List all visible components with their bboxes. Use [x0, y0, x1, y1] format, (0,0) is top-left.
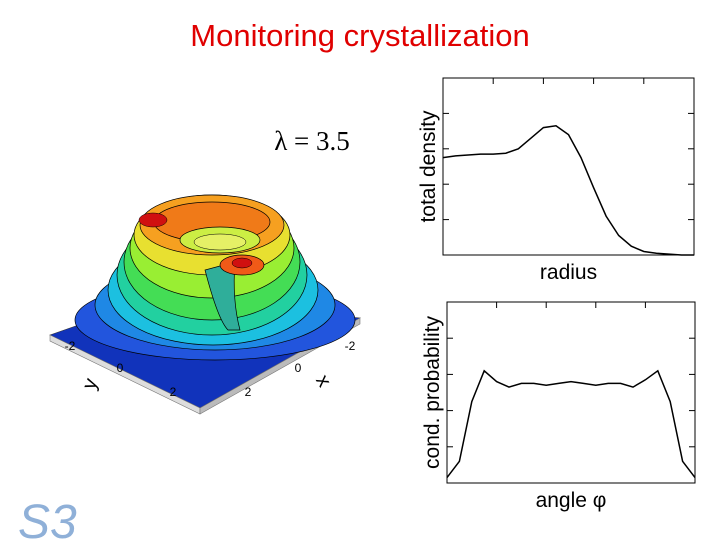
plot-frame — [442, 77, 695, 256]
x-tick-label: 0 — [295, 361, 302, 375]
surface-plot: -2 0 2 -2 0 2 y x — [49, 194, 361, 415]
slide-title: Monitoring crystallization — [190, 18, 529, 53]
x-tick-label: 2 — [245, 385, 252, 399]
x-tick-label: -2 — [345, 339, 356, 353]
logo: S3 — [18, 496, 77, 540]
y-axis-label: y — [78, 375, 102, 392]
data-line — [442, 125, 694, 256]
y-tick-label: -2 — [65, 339, 76, 353]
x-axis-label: radius — [540, 261, 597, 284]
x-axis-label: angle φ — [536, 489, 607, 512]
y-tick-label: 0 — [117, 361, 124, 375]
y-tick-label: 2 — [170, 385, 177, 399]
x-axis-label: x — [311, 371, 335, 391]
y-axis-label: total density — [417, 110, 440, 223]
y-axis-label: cond. probability — [421, 316, 444, 469]
lambda-label: λ = 3.5 — [274, 126, 350, 156]
plot-frame — [446, 301, 696, 484]
data-line — [446, 369, 696, 479]
